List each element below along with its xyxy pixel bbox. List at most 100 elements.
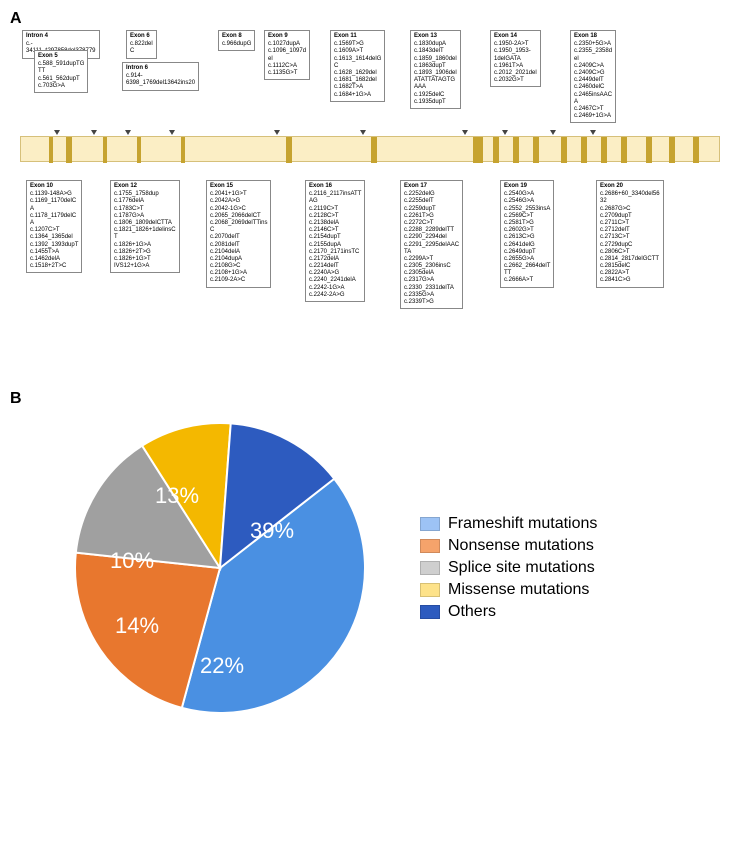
mutation-entry: c.1112C>A (268, 63, 306, 70)
mutation-entry: c.1843delT (414, 48, 457, 55)
mutation-entry: c.2822A>T (600, 270, 660, 277)
pie-slice-label: 39% (250, 518, 294, 544)
mutation-entry: c.1462delA (30, 256, 78, 263)
mutation-entry: c.2116_2117insATT (309, 191, 361, 198)
mutation-entry: c.- (26, 41, 96, 48)
mutation-entry: c.2068_2069delTTins (210, 220, 267, 227)
mutation-entry: c.2252delG (404, 191, 459, 198)
legend-swatch (420, 539, 440, 553)
mutation-entry: AG (309, 198, 361, 205)
mutation-entry: c.1681_1682del (334, 77, 381, 84)
mutation-entry: c.1628_1629del (334, 70, 381, 77)
mutation-entry: c.2104delA (210, 249, 267, 256)
mutation-box: Exon 10c.1139-148A>Gc.1169_1170delCAc.11… (26, 180, 82, 273)
mutation-entry: c.2814_2817delGCTT (600, 256, 660, 263)
panel-a-label: A (10, 10, 22, 28)
mutation-entry: AAA (414, 84, 457, 91)
mutation-entry: c.1806_1809delCTTA (114, 220, 176, 227)
mutation-box: Intron 6c.914-6398_1769del13642ins20 (122, 62, 199, 91)
exon-bar (621, 137, 627, 163)
mutation-entry: c.1207C>T (30, 227, 78, 234)
mutation-entry: c.2712delT (600, 227, 660, 234)
mutation-entry: c.1950-2A>T (494, 41, 537, 48)
exon-bar (493, 137, 499, 163)
mutation-entry: c.1863dupT (414, 63, 457, 70)
mutation-box-title: Exon 13 (414, 33, 457, 40)
gene-track (20, 136, 720, 162)
mutation-box: Exon 5c.588_591dupTGTTc.561_562dupTc.703… (34, 50, 88, 93)
mutation-box-title: Exon 11 (334, 33, 381, 40)
mutation-entry: c.1027dupA (268, 41, 306, 48)
mutation-entry: c.1569T>G (334, 41, 381, 48)
mutation-entry: c.2546G>A (504, 198, 550, 205)
mutation-entry: c.1925delC (414, 92, 457, 99)
mutation-entry: c.2460delC (574, 84, 612, 91)
mutation-entry: C (210, 227, 267, 234)
mutation-entry: c.2649dupT (504, 249, 550, 256)
mutation-box-title: Exon 20 (600, 183, 660, 190)
mutation-box-title: Exon 6 (130, 33, 153, 40)
connector-arrow (91, 130, 97, 135)
mutation-box: Exon 12c.1755_1758dupc.1776delAc.1783C>T… (110, 180, 180, 273)
mutation-entry: c.2409C>G (574, 70, 612, 77)
mutation-entry: c.1682T>A (334, 84, 381, 91)
mutation-entry: c.588_591dupTG (38, 61, 84, 68)
mutation-entry: c.1776delA (114, 198, 176, 205)
mutation-entry: c.1613_1614delG (334, 56, 381, 63)
mutation-entry: c.2305delA (404, 270, 459, 277)
exon-bar (561, 137, 567, 163)
mutation-entry: c.2108G>C (210, 263, 267, 270)
mutation-entry: A (30, 206, 78, 213)
mutation-entry: c.2602G>T (504, 227, 550, 234)
mutation-entry: c.1821_1826+1delinsC (114, 227, 176, 234)
mutation-entry: c.2641delG (504, 242, 550, 249)
exon-bar (66, 137, 72, 163)
mutation-entry: c.1826+2T>G (114, 249, 176, 256)
mutation-entry: c.2330_2331delTA (404, 285, 459, 292)
pie-slice-label: 14% (115, 613, 159, 639)
mutation-box: Exon 11c.1569T>Gc.1609A>Tc.1613_1614delG… (330, 30, 385, 102)
connector-arrow (550, 130, 556, 135)
mutation-entry: c.1518+2T>C (30, 263, 78, 270)
mutation-entry: C (130, 48, 153, 55)
mutation-entry: c.2119C>T (309, 206, 361, 213)
mutation-entry: 6398_1769del13642ins20 (126, 80, 195, 87)
mutation-entry: c.1859_1860del (414, 56, 457, 63)
mutation-entry: c.2449delT (574, 77, 612, 84)
mutation-entry: c.2255delT (404, 198, 459, 205)
mutation-entry: c.2065_2066delCT (210, 213, 267, 220)
mutation-entry: c.2709dupT (600, 213, 660, 220)
legend-row: Missense mutations (420, 581, 597, 599)
mutation-entry: c.1169_1170delC (30, 198, 78, 205)
exon-bar (181, 137, 185, 163)
mutation-entry: c.2467C>T (574, 106, 612, 113)
exon-bar (601, 137, 607, 163)
mutation-entry: c.2138delA (309, 220, 361, 227)
mutation-entry: c.1455T>A (30, 249, 78, 256)
mutation-entry: c.2317G>A (404, 277, 459, 284)
mutation-entry: c.2108+1G>A (210, 270, 267, 277)
mutation-box-title: Exon 14 (494, 33, 537, 40)
mutation-entry: c.1783C>T (114, 206, 176, 213)
mutation-entry: c.1755_1758dup (114, 191, 176, 198)
mutation-box: Exon 18c.2350+5G>Ac.2355_2358delc.2409C>… (570, 30, 616, 123)
mutation-entry: c.2042A>G (210, 198, 267, 205)
mutation-entry: C (334, 63, 381, 70)
mutation-box: Exon 15c.2041+1G>Tc.2042A>Gc.2042-1G>Cc.… (206, 180, 271, 288)
mutation-box: Exon 17c.2252delGc.2255delTc.2259dupTc.2… (400, 180, 463, 309)
mutation-entry: c.2581T>G (504, 220, 550, 227)
mutation-entry: c.2339T>G (404, 299, 459, 306)
exon-bar (646, 137, 652, 163)
mutation-entry: c.2291_2295delAAC (404, 242, 459, 249)
panel-b: B 39%22%14%10%13% Frameshift mutationsNo… (10, 390, 740, 718)
legend-label: Frameshift mutations (448, 515, 597, 533)
mutation-entry: c.2686+60_3340del56 (600, 191, 660, 198)
mutation-entry: c.2290_2294del (404, 234, 459, 241)
mutation-entry: c.2172delA (309, 256, 361, 263)
mutation-entry: c.1826+1G>A (114, 242, 176, 249)
mutation-entry: c.1096_1097d (268, 48, 306, 55)
panel-b-label: B (10, 390, 740, 408)
legend-label: Splice site mutations (448, 559, 595, 577)
mutation-entry: c.2104dupA (210, 256, 267, 263)
mutation-entry: c.1139-148A>G (30, 191, 78, 198)
